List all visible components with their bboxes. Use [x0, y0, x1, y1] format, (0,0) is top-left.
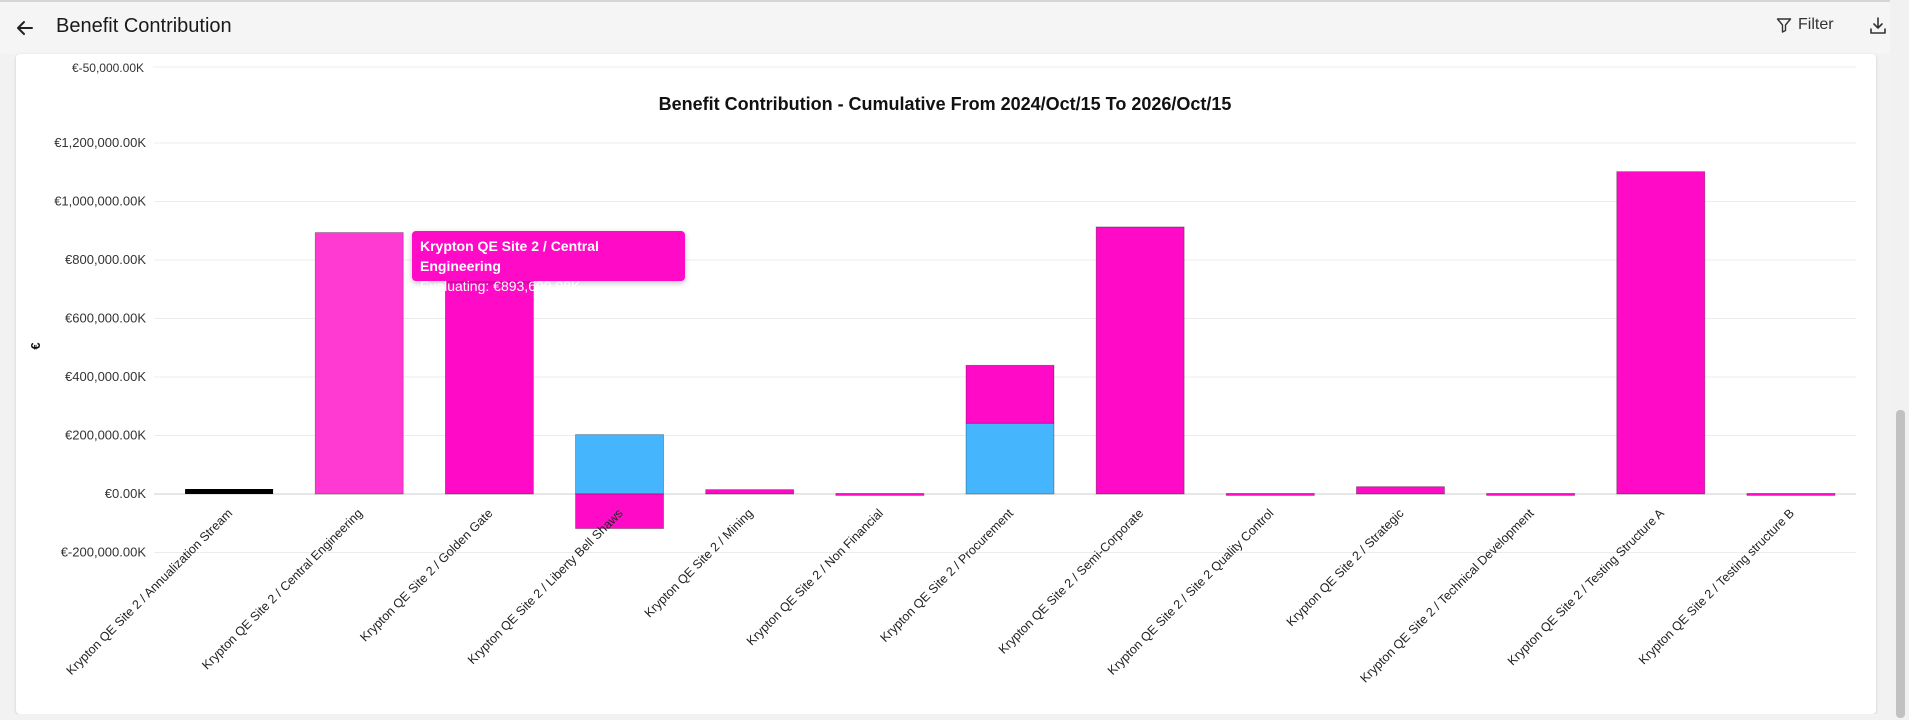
benefit-contribution-chart: €-50,000.00K Benefit Contribution - Cumu…	[28, 61, 1856, 686]
scrollbar-thumb[interactable]	[1896, 410, 1905, 718]
y-tick-label: €600,000.00K	[65, 311, 146, 326]
page-footer-spacer	[0, 714, 1890, 720]
bar-evaluating-11[interactable]	[1486, 493, 1576, 496]
chart-card: €-50,000.00K Benefit Contribution - Cumu…	[16, 54, 1876, 714]
filter-label: Filter	[1798, 16, 1834, 33]
y-tick-labels: €-200,000.00K €0.00K €200,000.00K €400,000.…	[54, 135, 146, 560]
tooltip-title: Krypton QE Site 2 / Central Engineering	[420, 238, 599, 274]
bar-evaluating-4[interactable]	[575, 493, 664, 529]
y-tick-label: €0.00K	[105, 486, 147, 501]
bar-blue-4[interactable]	[575, 434, 664, 495]
bar-evaluating-12[interactable]	[1616, 171, 1706, 495]
top-app-bar: Benefit Contribution Filter	[0, 0, 1890, 54]
x-tick-label: Krypton QE Site 2 / Procurement	[878, 506, 1017, 645]
x-tick-label: Krypton QE Site 2 / Non Financial	[744, 506, 886, 648]
bar-evaluating-9[interactable]	[1225, 493, 1315, 496]
page-title: Benefit Contribution	[56, 15, 232, 37]
back-button[interactable]	[12, 15, 38, 41]
y-tick-label: €400,000.00K	[65, 369, 146, 384]
filter-button[interactable]: Filter	[1776, 16, 1834, 34]
x-tick-label: Krypton QE Site 2 / Central Engineering	[199, 506, 365, 672]
y-tick-label: €1,000,000.00K	[54, 194, 146, 209]
bars	[185, 171, 1836, 529]
y-tick-label: €200,000.00K	[65, 428, 146, 443]
y-tick-label: €1,200,000.00K	[54, 135, 146, 150]
x-tick-label: Krypton QE Site 2 / Golden Gate	[357, 506, 495, 644]
bar-evaluating-8[interactable]	[1095, 226, 1185, 495]
x-tick-label: Krypton QE Site 2 / Strategic	[1284, 506, 1407, 629]
y-tick-label: €-200,000.00K	[61, 545, 147, 560]
funnel-icon	[1776, 18, 1792, 33]
bar-evaluating-7[interactable]	[965, 364, 1055, 424]
bar-evaluating-5[interactable]	[705, 489, 795, 495]
bar-black-1[interactable]	[185, 489, 274, 494]
bar-evaluating-13[interactable]	[1746, 493, 1836, 496]
tooltip-value: Evaluating: €893,699.98K	[420, 278, 581, 294]
download-icon	[1870, 17, 1886, 34]
download-button[interactable]	[1868, 16, 1890, 38]
x-tick-label: Krypton QE Site 2 / Semi-Corporate	[996, 506, 1146, 656]
bar-evaluating-10[interactable]	[1356, 486, 1445, 495]
prev-chart-tick-label: €-50,000.00K	[72, 61, 144, 75]
x-tick-label: Krypton QE Site 2 / Liberty Bell Shaws	[465, 506, 626, 667]
y-tick-label: €800,000.00K	[65, 252, 146, 267]
bar-evaluating-2[interactable]	[314, 232, 404, 495]
x-tick-label: Krypton QE Site 2 / Site 2 Quality Contr…	[1105, 506, 1277, 678]
x-tick-label: Krypton QE Site 2 / Testing structure B	[1636, 506, 1797, 667]
x-tick-label: Krypton QE Site 2 / Testing Structure A	[1505, 506, 1668, 669]
x-tick-labels: Krypton QE Site 2 / Annualization Stream…	[64, 506, 1797, 686]
chart-title: Benefit Contribution - Cumulative From 2…	[659, 94, 1232, 114]
bar-blue-7[interactable]	[965, 422, 1055, 495]
bar-tooltip: Krypton QE Site 2 / Central Engineering …	[412, 231, 685, 294]
bar-evaluating-6[interactable]	[835, 493, 925, 496]
arrow-left-icon	[17, 21, 33, 35]
y-axis-label: €	[28, 342, 43, 349]
